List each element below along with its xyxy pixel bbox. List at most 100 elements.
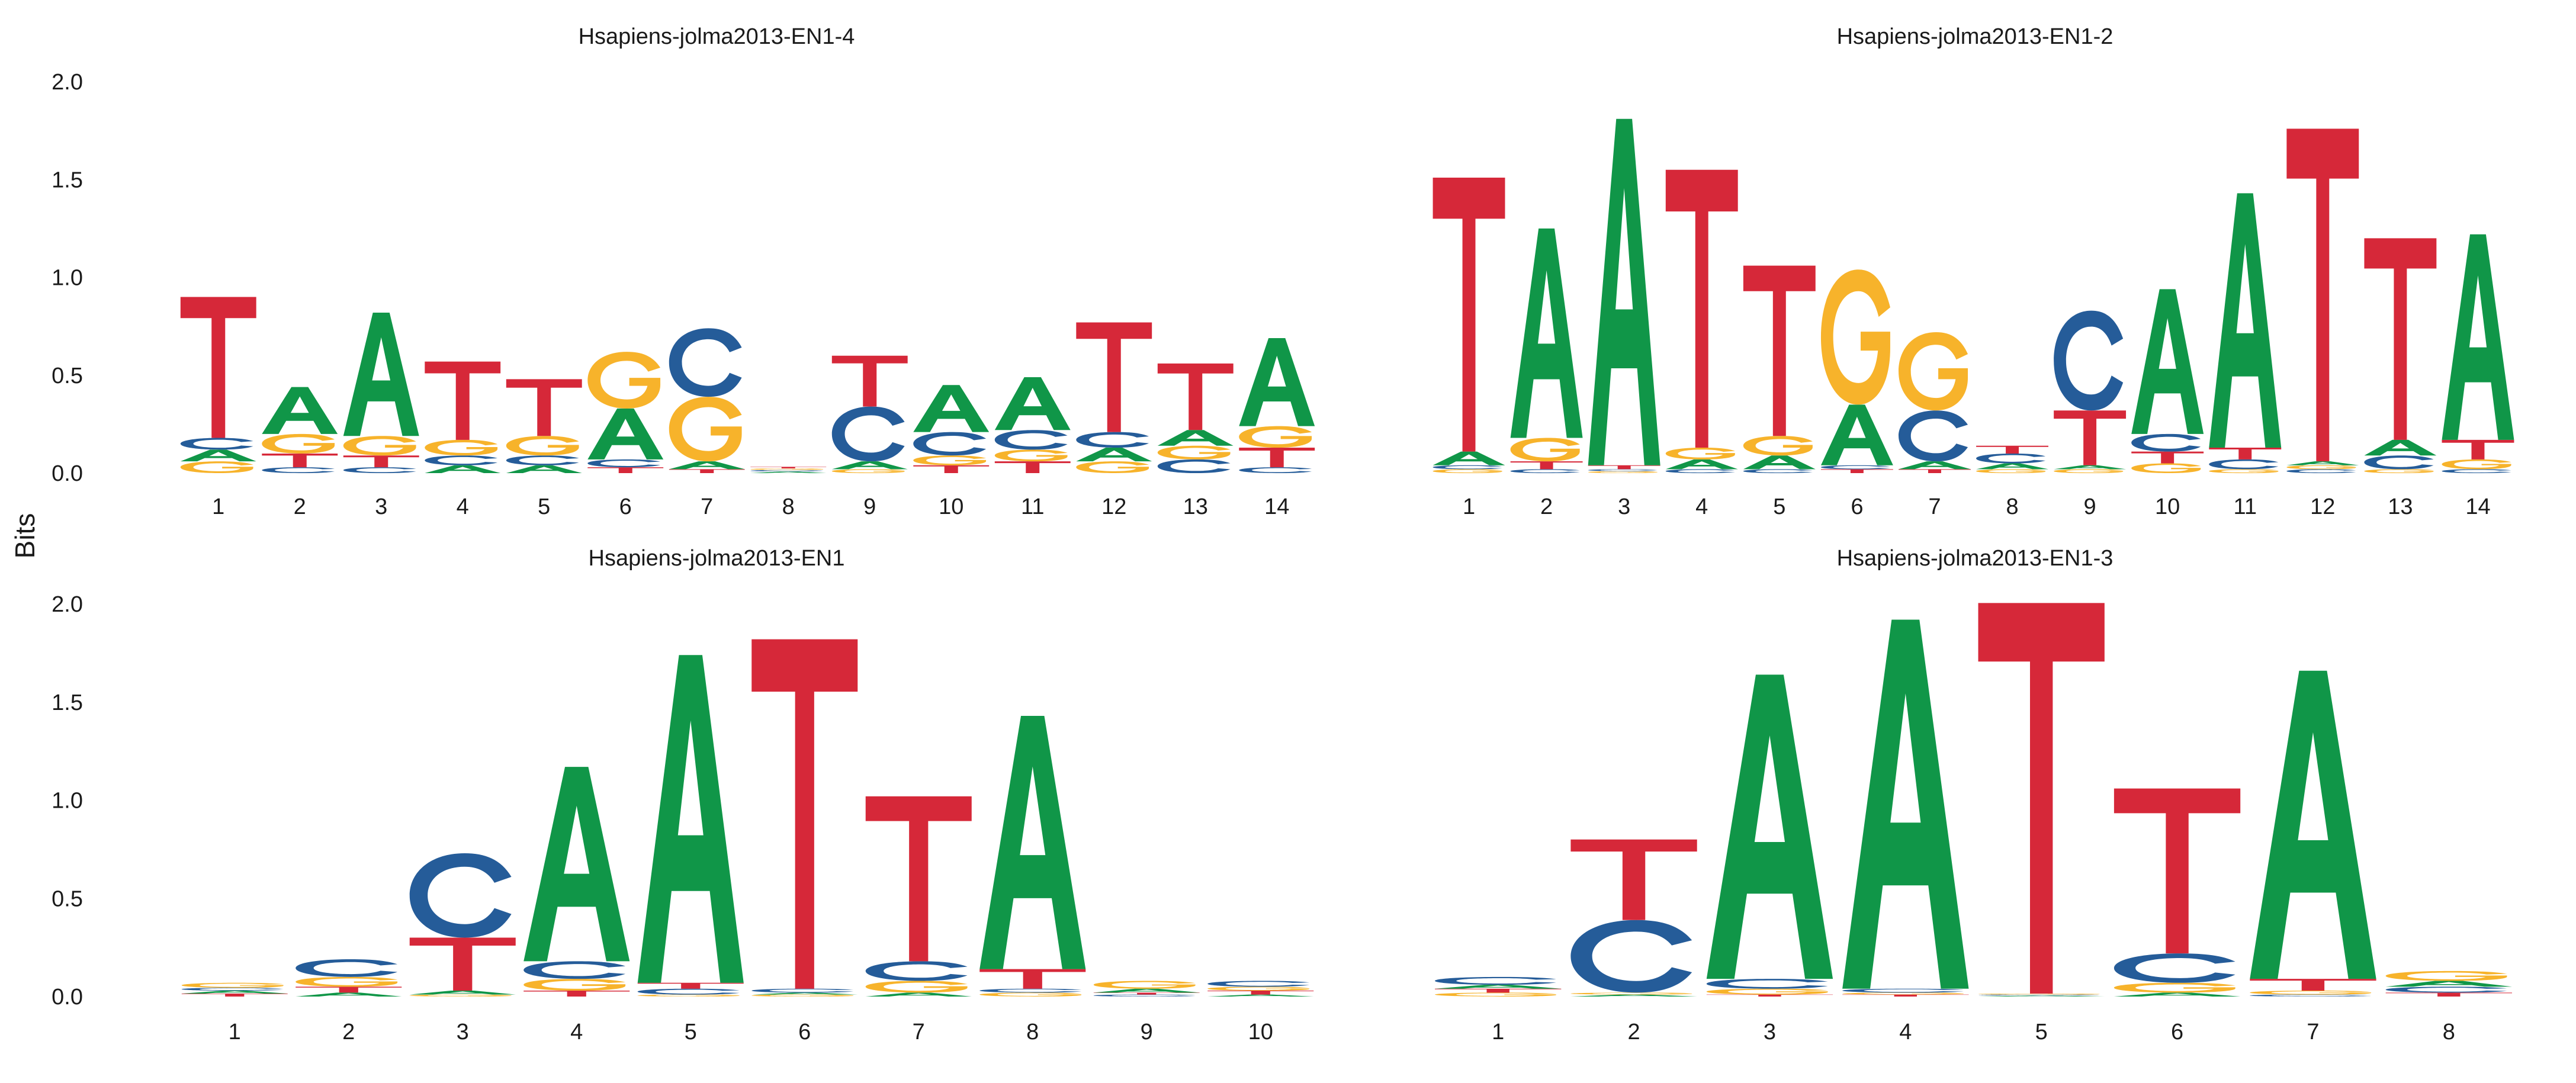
logo-letter-G	[750, 468, 824, 470]
logo-letter-C	[2131, 433, 2201, 452]
logo-letter-G	[1743, 436, 1813, 456]
logo-panel: Hsapiens-jolma2013-EN1 0.0 0.5 1.0 1.5 2.0 1 2 3…	[52, 546, 1314, 1045]
logo-letter-G	[1207, 986, 1310, 991]
logo-letter-T	[1510, 461, 1583, 470]
panel-title: Hsapiens-jolma2013-EN1-3	[1837, 546, 2114, 571]
logo-letter-T	[523, 991, 630, 997]
logo-letter-T	[2054, 410, 2127, 465]
logo-letter-T	[1899, 469, 1971, 473]
logo-letter-C	[2442, 469, 2511, 473]
logo-letter-A	[343, 312, 419, 436]
logo-letter-G	[506, 436, 579, 456]
logo-letter-T	[262, 453, 338, 468]
logo-letter-G	[343, 436, 416, 456]
logo-letter-T	[2385, 992, 2512, 997]
logo-letter-C	[343, 467, 416, 473]
logo-letter-C	[1665, 469, 1735, 473]
logo-letter-C	[587, 459, 661, 468]
logo-letter-A	[1588, 118, 1660, 465]
logo-letter-C	[2286, 469, 2356, 473]
logo-letter-A	[669, 461, 745, 470]
logo-letter-T	[1665, 169, 1738, 448]
logo-letter-C	[295, 959, 398, 977]
logo-letter-A	[1239, 338, 1315, 426]
logo-letter-C	[1093, 994, 1196, 997]
logo-letter-G	[1665, 448, 1735, 459]
logo-letter-G	[1706, 988, 1828, 995]
y-tick-label: 0.5	[52, 364, 83, 388]
logo-letter-T	[979, 969, 1086, 989]
logo-letter-G	[1976, 469, 2046, 473]
x-tick-label: 7	[2307, 1020, 2319, 1045]
logo-letter-A	[1432, 451, 1505, 465]
logo-letter-A	[1820, 404, 1893, 465]
logo-letter-A	[180, 449, 256, 462]
x-tick-label: 4	[457, 494, 469, 519]
logo-letter-C	[2114, 953, 2235, 983]
x-tick-label: 2	[1540, 494, 1553, 519]
logo-letter-G	[2209, 469, 2279, 473]
x-tick-label: 3	[457, 1020, 469, 1045]
logo-letter-G	[1435, 992, 1556, 997]
logo-letter-A	[913, 385, 990, 432]
logo-letter-C	[1588, 469, 1658, 471]
x-tick-label: 4	[1899, 1020, 1912, 1045]
logo-letter-T	[750, 467, 827, 469]
logo-letter-A	[1076, 448, 1152, 462]
logo-letter-C	[2385, 986, 2507, 993]
logo-letter-G	[1076, 461, 1149, 473]
logo-letter-C	[750, 470, 824, 472]
logo-letter-G	[425, 439, 498, 456]
logo-letter-A	[2385, 981, 2512, 987]
logo-letter-A	[2286, 461, 2359, 465]
logo-letter-C	[865, 961, 968, 981]
logo-letter-C	[831, 406, 905, 462]
x-tick-label: 13	[2388, 494, 2413, 519]
x-tick-label: 8	[782, 494, 795, 519]
logo-letter-C	[1432, 465, 1502, 470]
logo-letter-C	[994, 430, 1068, 450]
x-tick-label: 9	[2084, 494, 2096, 519]
logo-letter-G	[2114, 982, 2235, 993]
logo-letter-G	[994, 449, 1068, 462]
y-axis-label: Bits	[9, 513, 40, 559]
logo-letter-A	[2131, 289, 2204, 434]
logo-letter-A	[1899, 461, 1971, 470]
logo-letter-A	[506, 465, 582, 473]
logo-letter-G	[180, 461, 253, 473]
logo-letter-C	[1510, 469, 1580, 473]
logo-letter-A	[865, 992, 972, 997]
logo-letter-A	[1743, 455, 1816, 470]
logo-letter-T	[1588, 465, 1660, 470]
logo-letter-T	[1432, 177, 1505, 452]
logo-letter-A	[1570, 994, 1697, 997]
logo-letter-T	[180, 297, 256, 438]
x-tick-label: 8	[2006, 494, 2018, 519]
logo-letter-C	[181, 988, 284, 991]
logo-letter-T	[751, 639, 858, 989]
x-tick-label: 11	[2234, 494, 2257, 519]
logo-letter-A	[637, 655, 744, 983]
logo-letter-G	[637, 994, 740, 997]
y-tick-label: 1.0	[52, 266, 83, 291]
y-tick-label: 2.0	[52, 70, 83, 95]
logo-letter-T	[1239, 448, 1315, 468]
logo-letter-C	[669, 328, 742, 397]
logo-letter-G	[1157, 445, 1231, 459]
x-tick-label: 12	[1101, 494, 1126, 519]
logo-letter-C	[637, 988, 740, 995]
logo-letter-T	[2250, 979, 2376, 991]
x-tick-label: 6	[798, 1020, 811, 1045]
x-tick-label: 9	[863, 494, 876, 519]
logo-letter-T	[1706, 994, 1833, 997]
x-tick-label: 8	[1026, 1020, 1039, 1045]
x-tick-label: 5	[2035, 1020, 2048, 1045]
x-tick-label: 5	[685, 1020, 697, 1045]
logo-letter-C	[506, 455, 579, 465]
x-tick-label: 13	[1183, 494, 1208, 519]
logo-letter-G	[751, 994, 854, 997]
logo-letter-A	[295, 992, 402, 997]
logo-letter-T	[1743, 265, 1816, 436]
logo-letter-A	[2442, 234, 2514, 440]
